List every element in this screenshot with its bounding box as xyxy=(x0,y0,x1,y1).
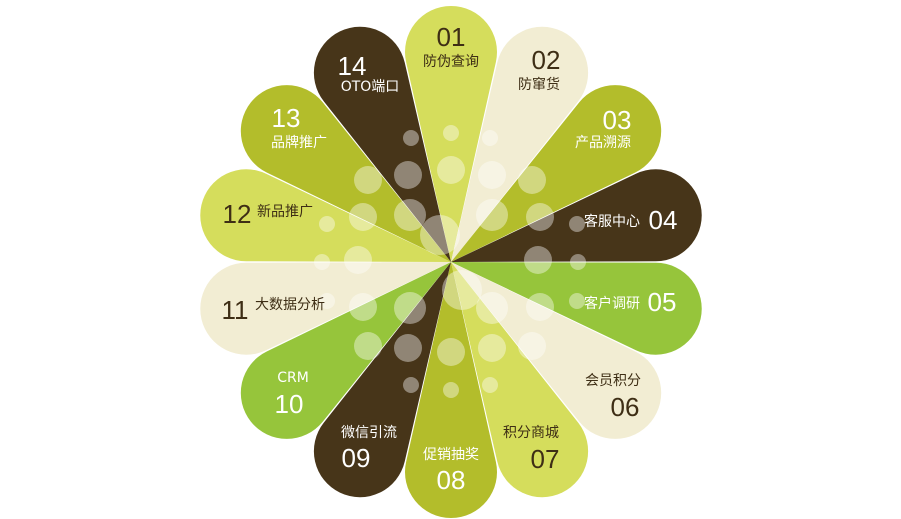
petal-07-number: 07 xyxy=(530,444,560,474)
petal-03-number: 03 xyxy=(602,105,632,135)
petal-08-label: 促销抽奖 xyxy=(423,447,479,463)
bubble-decoration xyxy=(394,199,426,231)
bubble-decoration xyxy=(354,332,382,360)
petal-13 xyxy=(240,85,451,262)
petal-07-label: 积分商城 xyxy=(503,425,559,441)
bubble-decoration xyxy=(482,377,498,393)
bubble-decoration xyxy=(442,270,482,310)
petal-09 xyxy=(313,262,451,498)
bubble-decoration xyxy=(526,293,554,321)
bubble-decoration xyxy=(570,254,586,270)
petal-04-number: 04 xyxy=(648,205,678,235)
bubble-decoration xyxy=(403,377,419,393)
petal-14-number: 14 xyxy=(337,51,367,81)
petal-01-label: 防伪查询 xyxy=(423,54,479,70)
petal-14 xyxy=(313,26,451,263)
bubble-decoration xyxy=(319,216,335,232)
bubble-decoration xyxy=(478,334,506,362)
petal-06-number: 06 xyxy=(610,392,640,422)
bubble-decoration xyxy=(476,292,508,324)
bubble-decoration xyxy=(443,125,459,141)
petal-12-label: 新品推广 xyxy=(257,204,313,220)
petal-03 xyxy=(451,85,662,263)
bubble-decoration xyxy=(314,254,330,270)
bubble-decoration xyxy=(526,203,554,231)
petal-13-number: 13 xyxy=(271,103,301,133)
petal-14-label: OTO端口 xyxy=(340,79,400,95)
petal-09-label: 微信引流 xyxy=(341,425,397,441)
petal-05-number: 05 xyxy=(647,287,677,317)
petal-05-label: 客户调研 xyxy=(584,296,640,312)
bubble-decoration xyxy=(354,166,382,194)
bubble-decoration xyxy=(478,161,506,189)
petal-06-label: 会员积分 xyxy=(585,373,641,389)
bubble-decoration xyxy=(420,215,460,255)
petal-10-number: 10 xyxy=(274,389,304,419)
petal-11-number: 11 xyxy=(221,295,249,325)
petal-01-number: 01 xyxy=(436,22,466,52)
petal-09-number: 09 xyxy=(341,443,371,473)
bubble-decoration xyxy=(524,246,552,274)
bubble-decoration xyxy=(349,293,377,321)
petal-12-number: 12 xyxy=(222,199,252,229)
petal-06 xyxy=(451,262,662,439)
bubble-decoration xyxy=(344,246,372,274)
bubble-decoration xyxy=(476,199,508,231)
bubble-decoration xyxy=(482,130,498,146)
bubble-decoration xyxy=(319,293,335,309)
petal-03-label: 产品溯源 xyxy=(575,135,631,151)
bubble-decoration xyxy=(518,332,546,360)
bubble-decoration xyxy=(569,216,585,232)
petal-12 xyxy=(200,169,451,262)
bubble-decoration xyxy=(569,293,585,309)
petal-02-number: 02 xyxy=(531,45,561,75)
petal-04-label: 客服中心 xyxy=(584,214,640,230)
bubble-decoration xyxy=(518,166,546,194)
bubble-decoration xyxy=(349,203,377,231)
petal-02-label: 防窜货 xyxy=(518,77,560,93)
bubble-decoration xyxy=(394,334,422,362)
petal-08 xyxy=(405,262,497,519)
bubble-decoration xyxy=(394,292,426,324)
petal-08-number: 08 xyxy=(436,465,466,495)
bubble-decoration xyxy=(403,130,419,146)
petal-10 xyxy=(240,262,451,439)
petal-02 xyxy=(451,26,589,262)
petal-11 xyxy=(200,262,451,355)
petal-07 xyxy=(451,262,589,498)
petal-11-label: 大数据分析 xyxy=(255,297,325,313)
bubble-decoration xyxy=(394,161,422,189)
petal-04 xyxy=(451,169,702,262)
bubble-decoration xyxy=(437,156,465,184)
petal-10-label: CRM xyxy=(277,370,309,386)
petal-05 xyxy=(451,262,702,355)
bubble-decoration xyxy=(437,338,465,366)
petal-13-label: 品牌推广 xyxy=(271,135,327,151)
petal-01 xyxy=(405,5,498,263)
bubble-decoration xyxy=(443,382,459,398)
